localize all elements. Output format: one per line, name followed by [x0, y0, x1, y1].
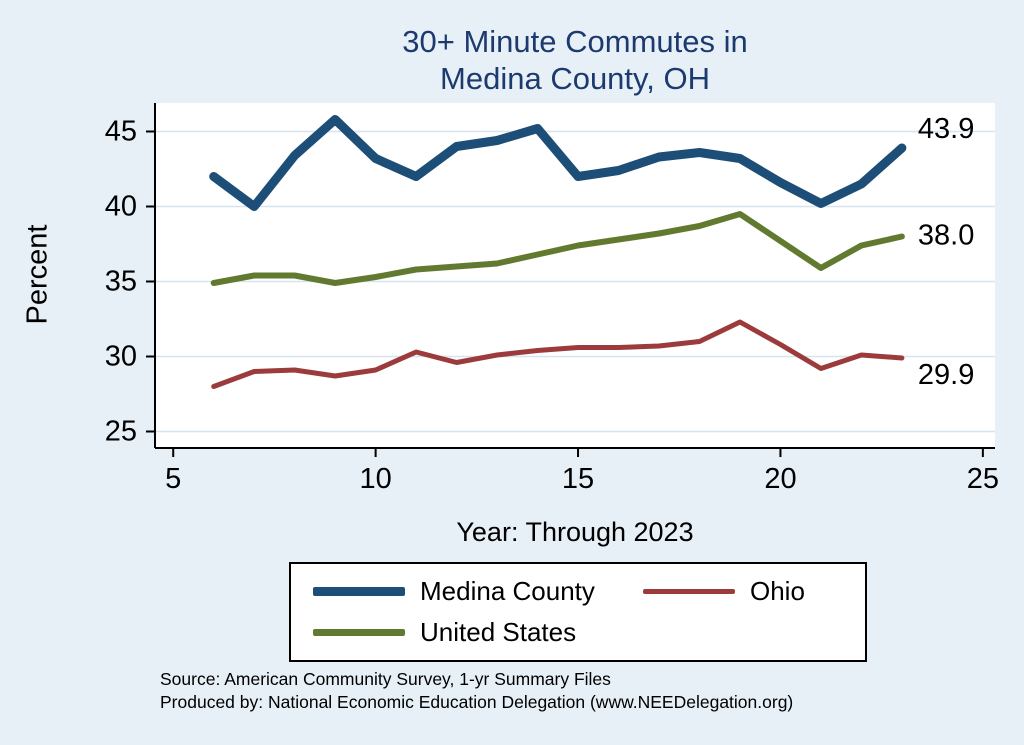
x-tick-label: 5: [165, 463, 181, 495]
ohio-line-swatch: [643, 589, 735, 594]
x-tick-label: 20: [764, 463, 796, 495]
y-tick-label: 30: [105, 341, 137, 373]
y-tick-label: 25: [105, 416, 137, 448]
legend-item-ohio: Ohio: [643, 576, 865, 607]
legend-item-united-states: United States: [313, 617, 643, 648]
chart-title-line2: Medina County, OH: [440, 60, 710, 96]
line-chart-plot: 25 30 35 40 45 5 10 15 20 25 43.9 38.0 29.9: [105, 103, 999, 495]
chart-title-line1: 30+ Minute Commutes in: [402, 24, 748, 59]
x-axis-label: Year: Through 2023: [456, 517, 694, 547]
legend-label-medina-county: Medina County: [420, 576, 595, 606]
x-tick-label: 25: [967, 463, 999, 495]
end-value-label: 29.9: [918, 359, 974, 391]
end-value-label: 38.0: [918, 220, 974, 252]
legend-label-ohio: Ohio: [750, 576, 805, 606]
x-tick-label: 15: [562, 463, 594, 495]
y-tick-label: 35: [105, 266, 137, 298]
source-line2: Produced by: National Economic Education…: [160, 691, 794, 712]
legend-item-medina-county: Medina County: [313, 576, 643, 607]
series-line-ohio: [211, 319, 905, 389]
legend-label-united-states: United States: [420, 617, 577, 647]
chart-title: 30+ Minute Commutes in Medina County, OH: [155, 24, 995, 97]
source-note: Source: American Community Survey, 1-yr …: [160, 668, 793, 714]
legend-box: Medina County Ohio United States: [289, 562, 867, 662]
medina-county-line-swatch: [313, 587, 405, 596]
series-line-medina-county: [209, 115, 907, 211]
y-tick-label: 40: [105, 191, 137, 223]
x-tick-label: 10: [359, 463, 391, 495]
source-line1: Source: American Community Survey, 1-yr …: [160, 669, 611, 689]
united-states-line-swatch: [313, 629, 405, 636]
end-value-label: 43.9: [918, 113, 974, 145]
series-line-united-states: [210, 211, 905, 286]
y-tick-label: 45: [105, 116, 137, 148]
